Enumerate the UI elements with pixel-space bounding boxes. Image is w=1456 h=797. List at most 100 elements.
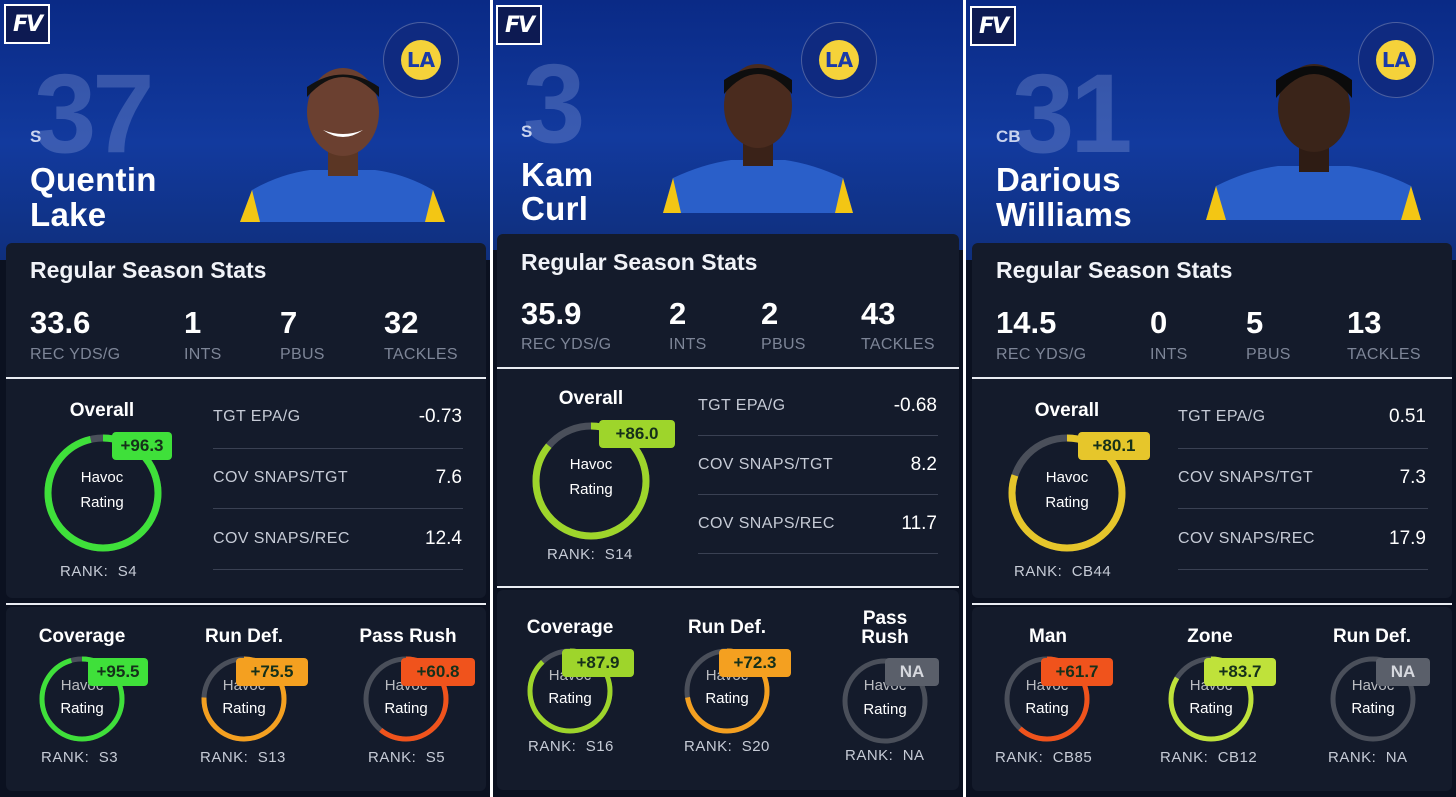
stat-rec-yds-label: REC YDS/G <box>30 346 121 363</box>
row-divider <box>213 569 463 570</box>
rank-value: CB44 <box>1071 563 1112 580</box>
divider <box>497 367 959 369</box>
season-stats-panel <box>497 234 959 588</box>
player-card-darious-williams: FV LA 31 CB Darious Williams Regular Sea… <box>966 0 1456 797</box>
rank-value: S16 <box>585 738 614 755</box>
rating-label: Rating <box>80 494 124 511</box>
overall-rank: RANK: S14 <box>547 546 633 563</box>
stat-pbus-label: PBUS <box>1246 346 1291 363</box>
rating-label: Rating <box>705 690 749 707</box>
stat-tackles-value: 32 <box>384 305 419 340</box>
run-def-rank: RANK: S20 <box>684 738 770 755</box>
coverage-rank: RANK: S3 <box>41 749 118 766</box>
stat-tackles-label: TACKLES <box>861 336 935 353</box>
fv-logo: FV <box>496 5 542 45</box>
player-photo <box>1206 64 1421 220</box>
rank-prefix: RANK: <box>1160 749 1209 766</box>
divider <box>497 586 959 588</box>
havoc-label: Havoc <box>80 469 124 486</box>
metric-tgt-epa-label: TGT EPA/G <box>213 408 301 425</box>
sub-ratings-panel <box>6 607 486 791</box>
rating-label: Rating <box>1351 700 1395 717</box>
havoc-label: Havoc <box>1045 469 1089 486</box>
rating-label: Rating <box>1025 700 1069 717</box>
overall-rank: RANK: S4 <box>60 563 137 580</box>
metric-cov-snaps-tgt-label: COV SNAPS/TGT <box>698 456 833 473</box>
metric-cov-snaps-rec-label: COV SNAPS/REC <box>1178 530 1315 547</box>
overall-rank: RANK: CB44 <box>1014 563 1111 580</box>
stat-pbus-label: PBUS <box>280 346 325 363</box>
row-divider <box>1178 448 1428 449</box>
zone-rank: RANK: CB12 <box>1160 749 1257 766</box>
row-divider <box>698 553 938 554</box>
rank-value: S14 <box>604 546 633 563</box>
fv-logo: FV <box>970 6 1016 46</box>
metric-tgt-epa-label: TGT EPA/G <box>1178 408 1266 425</box>
sub-ratings-panel <box>497 590 959 790</box>
position-label: CB <box>996 127 1021 146</box>
rank-value: S4 <box>117 563 138 580</box>
rank-prefix: RANK: <box>547 546 596 563</box>
stat-ints-value: 0 <box>1150 305 1168 340</box>
stat-rec-yds-value: 33.6 <box>30 305 91 340</box>
row-divider <box>698 435 938 436</box>
metric-cov-snaps-tgt-value: 8.2 <box>910 454 937 475</box>
metric-cov-snaps-rec-label: COV SNAPS/REC <box>213 530 350 547</box>
havoc-label: Havoc <box>569 456 613 473</box>
season-stats-panel <box>6 243 486 598</box>
metric-tgt-epa-value: 0.51 <box>1389 406 1426 427</box>
run-def-score-badge: +72.3 <box>719 649 791 677</box>
rating-label: Rating <box>569 481 613 498</box>
stat-ints-label: INTS <box>1150 346 1188 363</box>
sub-title-zone: Zone <box>1187 626 1233 647</box>
sub-title-coverage: Coverage <box>526 617 614 638</box>
stat-pbus-value: 7 <box>280 305 298 340</box>
pass-rush-score-badge: NA <box>885 658 939 686</box>
coverage-score-badge: +87.9 <box>562 649 634 677</box>
rank-prefix: RANK: <box>1328 749 1377 766</box>
rank-prefix: RANK: <box>995 749 1044 766</box>
divider <box>6 603 486 605</box>
rank-value: S3 <box>98 749 119 766</box>
metric-cov-snaps-rec-label: COV SNAPS/REC <box>698 515 835 532</box>
rank-value: S5 <box>425 749 446 766</box>
stat-ints-label: INTS <box>184 346 222 363</box>
divider <box>972 603 1452 605</box>
position-label: S <box>521 122 533 141</box>
metric-cov-snaps-rec-value: 12.4 <box>425 528 462 549</box>
svg-text:LA: LA <box>825 48 854 72</box>
stat-ints-label: INTS <box>669 336 707 353</box>
rank-prefix: RANK: <box>60 563 109 580</box>
stat-tackles-label: TACKLES <box>1347 346 1421 363</box>
overall-score-badge: +80.1 <box>1078 432 1150 460</box>
metric-tgt-epa-label: TGT EPA/G <box>698 397 786 414</box>
stat-pbus-value: 2 <box>761 296 779 331</box>
metric-cov-snaps-rec-value: 17.9 <box>1389 528 1426 549</box>
metric-cov-snaps-tgt-value: 7.3 <box>1399 467 1426 488</box>
metric-tgt-epa-value: -0.68 <box>893 395 937 416</box>
overall-title: Overall <box>558 388 624 409</box>
rank-prefix: RANK: <box>845 747 894 764</box>
jersey-number: 37 <box>34 51 155 176</box>
sub-title-pass-rush-line1: Pass <box>862 608 908 629</box>
run-def-rank: RANK: S13 <box>200 749 286 766</box>
player-photo <box>663 64 853 213</box>
player-last-name: Williams <box>996 196 1132 233</box>
section-title: Regular Season Stats <box>521 249 758 275</box>
stat-pbus-label: PBUS <box>761 336 806 353</box>
rank-value: NA <box>902 747 925 764</box>
stat-pbus-value: 5 <box>1246 305 1264 340</box>
stat-rec-yds-label: REC YDS/G <box>996 346 1087 363</box>
pass-rush-rank: RANK: S5 <box>368 749 445 766</box>
row-divider <box>213 448 463 449</box>
pass-rush-rank: RANK: NA <box>845 747 925 764</box>
rating-label: Rating <box>384 700 428 717</box>
sub-title-run-def: Run Def. <box>204 626 284 647</box>
zone-score-badge: +83.7 <box>1204 658 1276 686</box>
stat-rec-yds-value: 14.5 <box>996 305 1057 340</box>
sub-title-man: Man <box>1029 626 1067 647</box>
section-title: Regular Season Stats <box>996 257 1233 283</box>
man-score-badge: +61.7 <box>1041 658 1113 686</box>
player-last-name: Curl <box>521 190 589 227</box>
rams-logo-icon: LA <box>801 22 877 98</box>
